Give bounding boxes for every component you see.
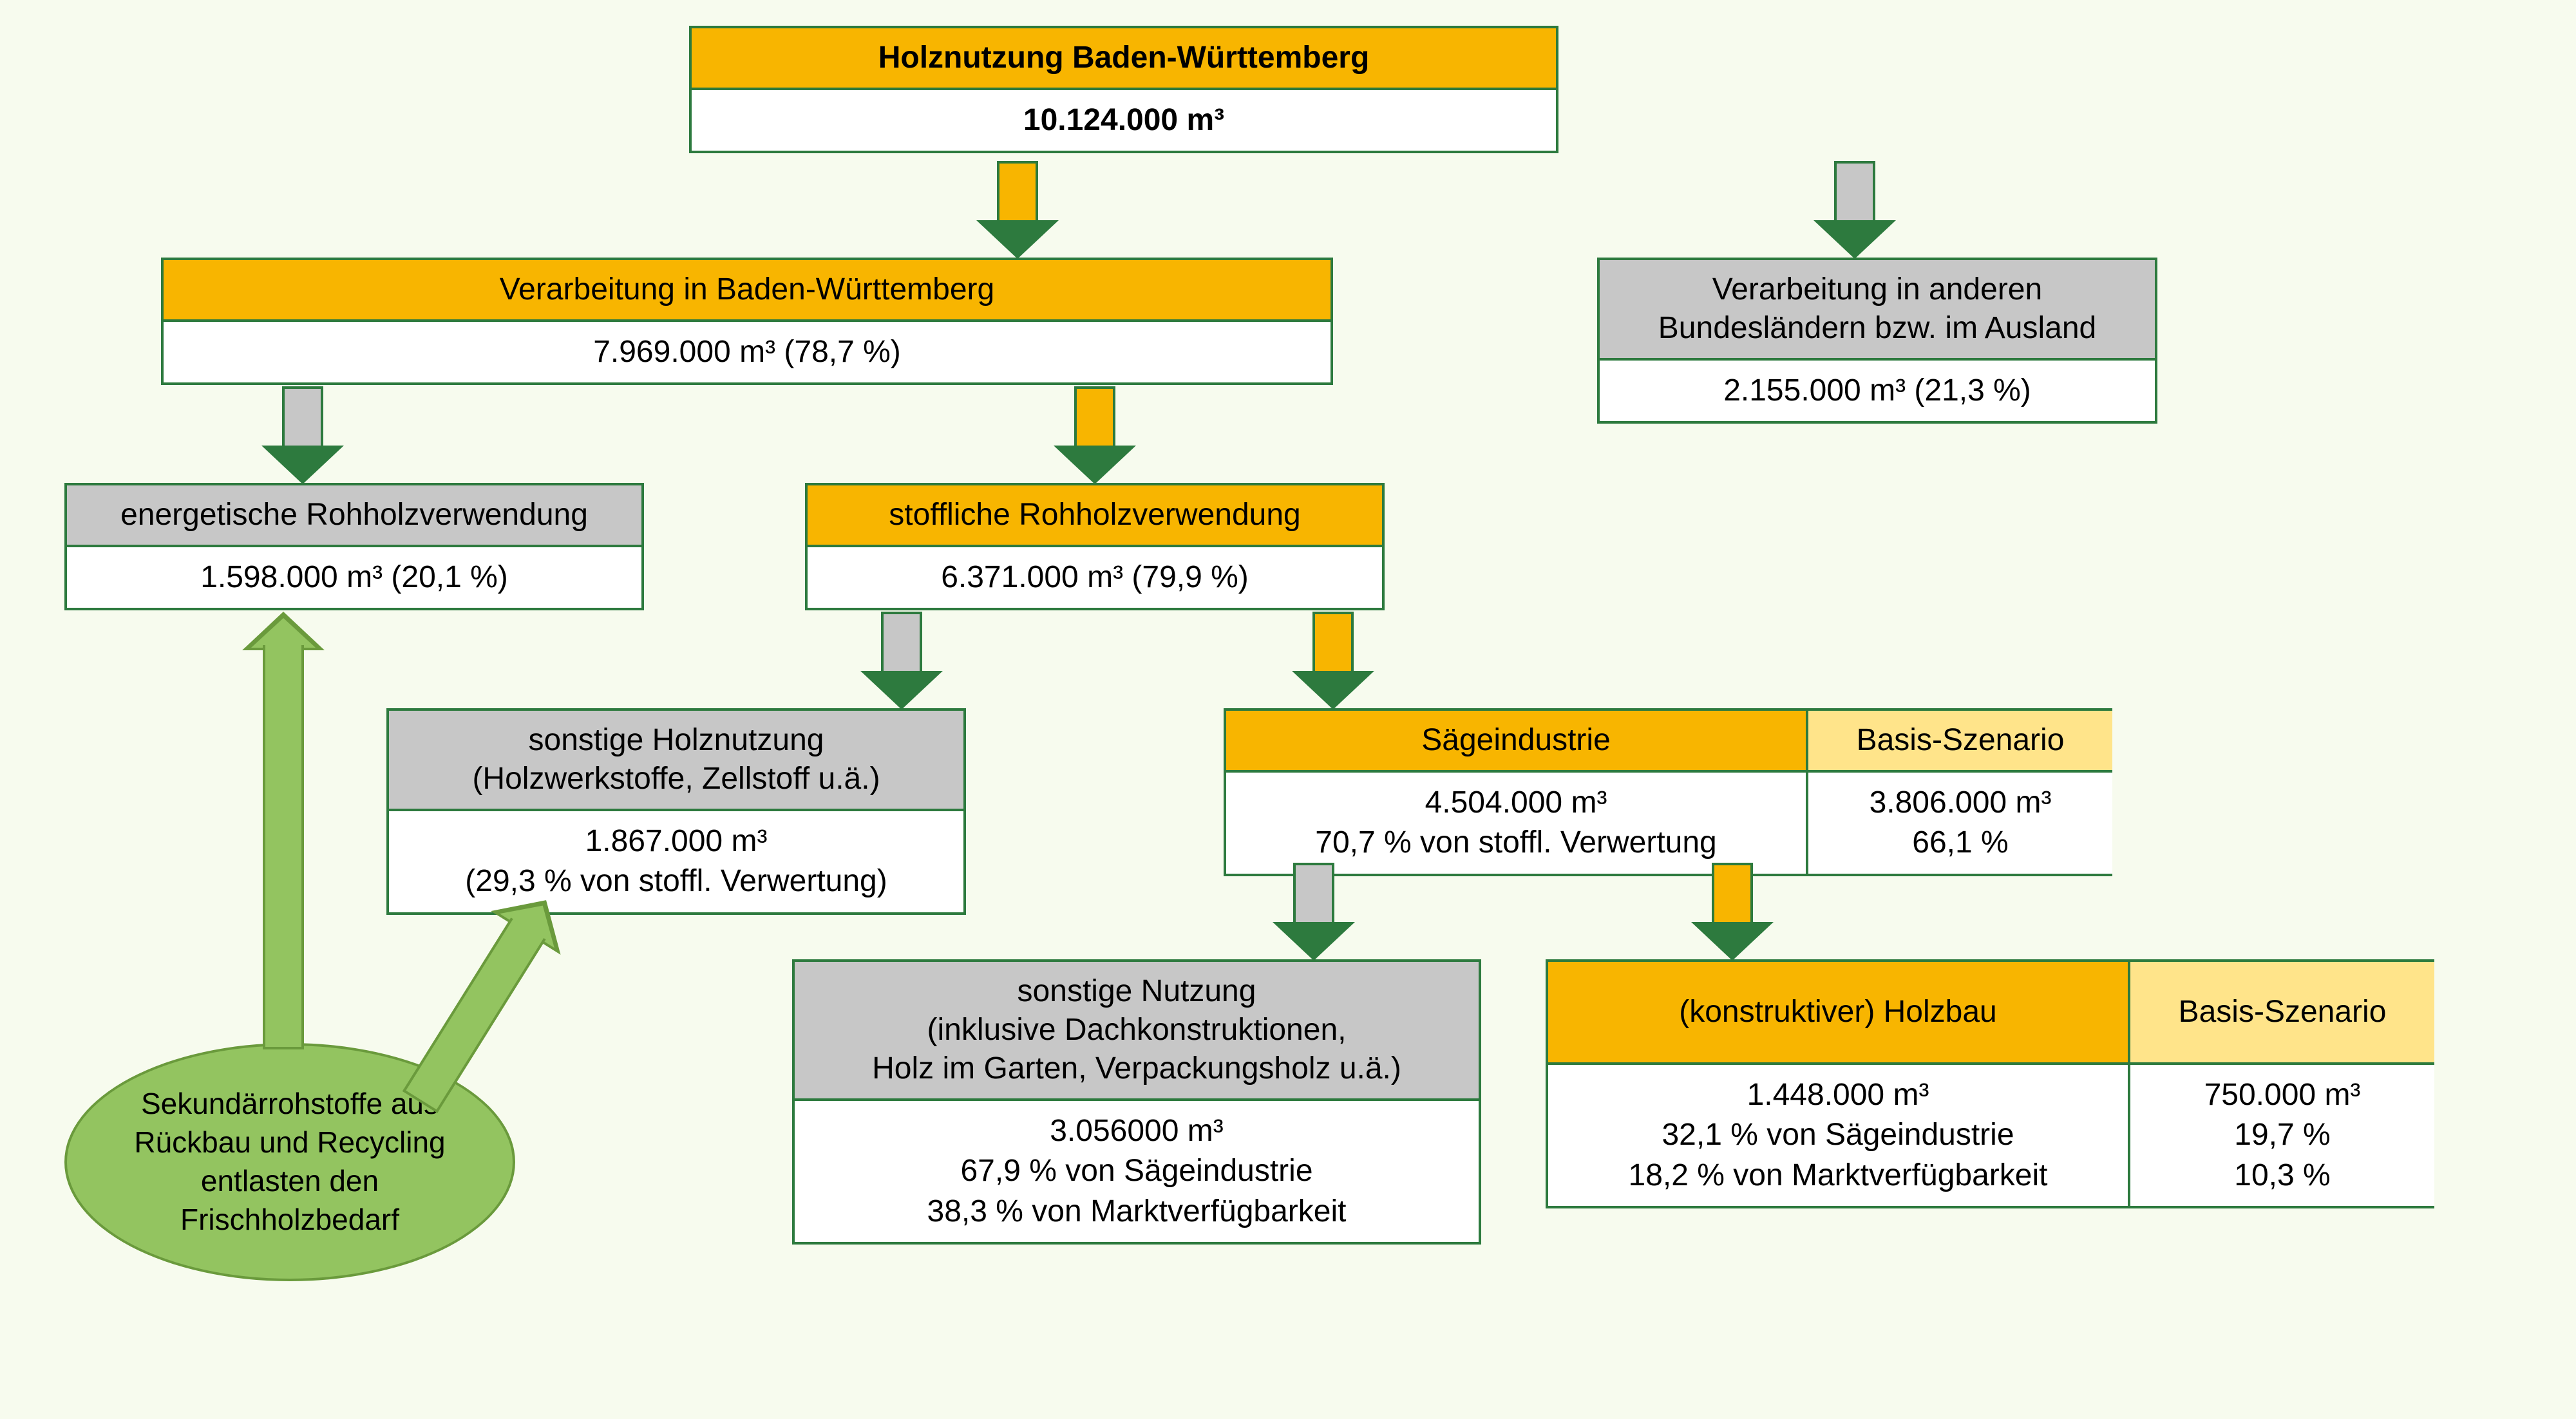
arrow-ellipse-to-energetisch bbox=[238, 612, 328, 1049]
sonstige-nutzung-title: sonstige Nutzung (inklusive Dachkonstruk… bbox=[795, 962, 1479, 1101]
holzbau-scenario-value: 750.000 m³ 19,7 % 10,3 % bbox=[2130, 1065, 2434, 1206]
stofflich-value: 6.371.000 m³ (79,9 %) bbox=[808, 547, 1382, 608]
root-title: Holznutzung Baden-Württemberg bbox=[692, 28, 1556, 90]
sonstige-holz-value: 1.867.000 m³ (29,3 % von stoffl. Verwert… bbox=[389, 811, 963, 912]
extern-value: 2.155.000 m³ (21,3 %) bbox=[1600, 361, 2155, 421]
arrow-bw-to-stoff bbox=[1050, 386, 1140, 483]
extern-title: Verarbeitung in anderen Bundesländern bz… bbox=[1600, 260, 2155, 361]
node-holzbau: (konstruktiver) Holzbau 1.448.000 m³ 32,… bbox=[1546, 959, 2434, 1208]
saege-value: 4.504.000 m³ 70,7 % von stoffl. Verwertu… bbox=[1226, 773, 1806, 874]
arrow-root-to-extern bbox=[1810, 161, 1900, 258]
node-sonstige-holz: sonstige Holznutzung (Holzwerkstoffe, Ze… bbox=[386, 708, 966, 915]
node-extern: Verarbeitung in anderen Bundesländern bz… bbox=[1597, 258, 2157, 424]
stofflich-title: stoffliche Rohholzverwendung bbox=[808, 485, 1382, 547]
bw-title: Verarbeitung in Baden-Württemberg bbox=[164, 260, 1331, 322]
holzbau-value: 1.448.000 m³ 32,1 % von Sägeindustrie 18… bbox=[1548, 1065, 2128, 1206]
arrow-stoff-to-saege bbox=[1288, 612, 1378, 708]
holzbau-title: (konstruktiver) Holzbau bbox=[1548, 962, 2128, 1065]
node-saege: Sägeindustrie 4.504.000 m³ 70,7 % von st… bbox=[1224, 708, 2112, 876]
saege-scenario-value: 3.806.000 m³ 66,1 % bbox=[1808, 773, 2112, 874]
saege-scenario-title: Basis-Szenario bbox=[1808, 711, 2112, 773]
node-root: Holznutzung Baden-Württemberg 10.124.000… bbox=[689, 26, 1558, 153]
node-stofflich: stoffliche Rohholzverwendung 6.371.000 m… bbox=[805, 483, 1385, 610]
energetisch-title: energetische Rohholzverwendung bbox=[67, 485, 641, 547]
arrow-root-to-bw bbox=[972, 161, 1063, 258]
root-value: 10.124.000 m³ bbox=[692, 90, 1556, 151]
node-energetisch: energetische Rohholzverwendung 1.598.000… bbox=[64, 483, 644, 610]
node-sonstige-nutzung: sonstige Nutzung (inklusive Dachkonstruk… bbox=[792, 959, 1481, 1245]
arrow-bw-to-energ bbox=[258, 386, 348, 483]
arrow-saege-to-holzbau bbox=[1687, 863, 1777, 959]
node-bw: Verarbeitung in Baden-Württemberg 7.969.… bbox=[161, 258, 1333, 385]
bw-value: 7.969.000 m³ (78,7 %) bbox=[164, 322, 1331, 382]
saege-title: Sägeindustrie bbox=[1226, 711, 1806, 773]
holzbau-scenario-title: Basis-Szenario bbox=[2130, 962, 2434, 1065]
sonstige-nutzung-value: 3.056000 m³ 67,9 % von Sägeindustrie 38,… bbox=[795, 1101, 1479, 1242]
energetisch-value: 1.598.000 m³ (20,1 %) bbox=[67, 547, 641, 608]
arrow-stoff-to-sonstholz bbox=[857, 612, 947, 708]
arrow-saege-to-sonstnutz bbox=[1269, 863, 1359, 959]
sonstige-holz-title: sonstige Holznutzung (Holzwerkstoffe, Ze… bbox=[389, 711, 963, 811]
